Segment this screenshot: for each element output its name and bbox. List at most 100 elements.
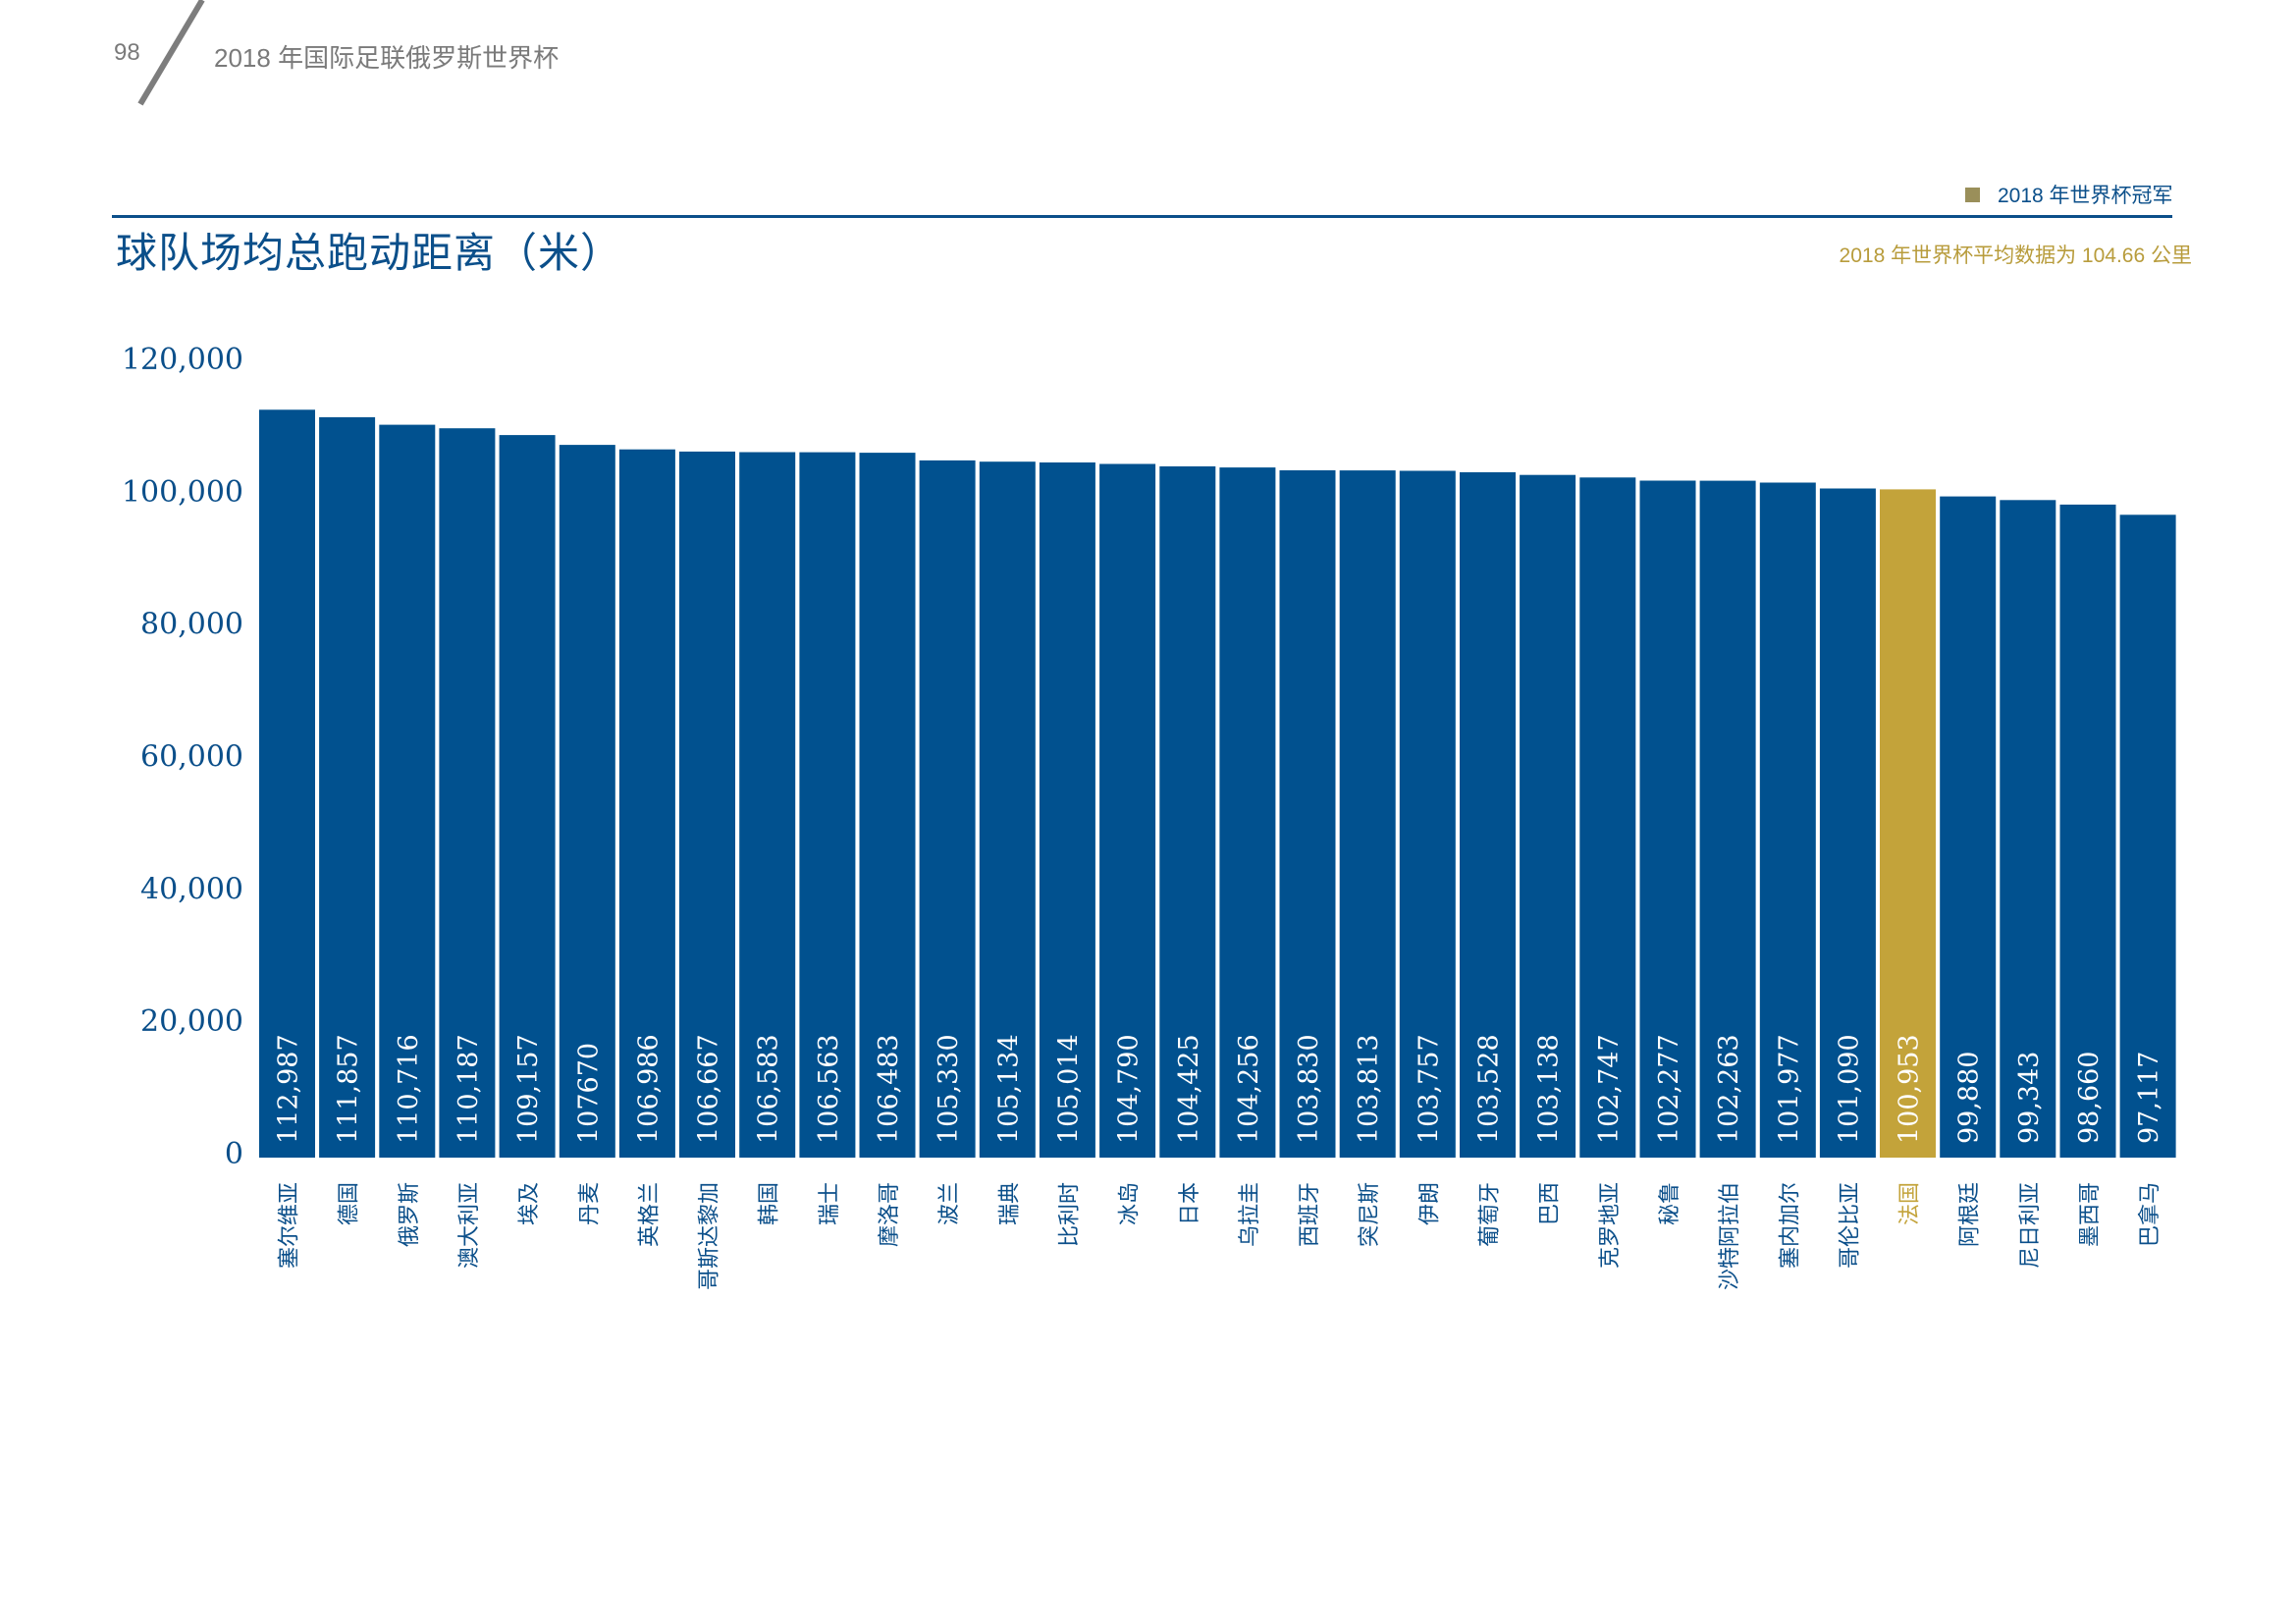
y-tick-label: 120,000	[122, 343, 243, 377]
bar-value-label: 102,263	[1714, 1034, 1744, 1144]
bar-value-label: 106,667	[694, 1034, 724, 1144]
bar-value-label: 107670	[573, 1043, 604, 1144]
average-note: 2018 年世界杯平均数据为 104.66 公里	[1839, 244, 2192, 267]
bar	[1579, 477, 1636, 1158]
x-category-label: 俄罗斯	[398, 1182, 422, 1247]
title-divider	[112, 215, 2172, 218]
bar-value-label: 105,014	[1053, 1034, 1084, 1144]
x-category-label: 巴拿马	[2137, 1182, 2163, 1247]
bar-value-label: 101,977	[1774, 1034, 1804, 1144]
legend: 2018 年世界杯冠军	[1965, 181, 2173, 208]
bar	[319, 416, 376, 1158]
bar	[1159, 466, 1216, 1158]
bar-value-label: 106,583	[754, 1034, 784, 1144]
x-category-label: 乌拉圭	[1238, 1182, 1262, 1247]
bar-value-label: 97,117	[2134, 1052, 2164, 1144]
bar-value-label: 102,277	[1654, 1034, 1684, 1144]
bar	[1759, 482, 1816, 1158]
bar	[2119, 514, 2176, 1158]
x-category-label: 塞尔维亚	[278, 1182, 302, 1269]
x-category-label: 摩洛哥	[878, 1182, 902, 1247]
x-category-label: 突尼斯	[1358, 1182, 1382, 1247]
x-category-label: 冰岛	[1118, 1182, 1143, 1225]
bar-value-label: 103,813	[1354, 1034, 1384, 1144]
bar-value-label: 103,138	[1534, 1034, 1565, 1144]
x-category-label: 葡萄牙	[1478, 1182, 1503, 1247]
y-tick-label: 20,000	[140, 1004, 243, 1039]
bar-value-label: 105,134	[993, 1034, 1024, 1144]
x-category-label: 德国	[338, 1182, 362, 1225]
bar	[979, 461, 1036, 1158]
legend-label: 2018 年世界杯冠军	[1998, 185, 2173, 207]
x-category-label: 阿根廷	[1958, 1182, 1983, 1247]
bar	[1819, 488, 1876, 1158]
bar	[1520, 474, 1576, 1158]
bar	[2000, 500, 2056, 1158]
bar-value-label: 99,343	[2014, 1052, 2045, 1144]
bar-value-label: 111,857	[334, 1034, 364, 1144]
x-category-label: 澳大利亚	[457, 1182, 482, 1269]
bar-value-label: 110,716	[394, 1034, 424, 1144]
x-category-label: 伊朗	[1417, 1182, 1442, 1225]
y-axis: 0 20,000 40,000 60,000 80,000 100,000 120,000	[122, 343, 243, 1171]
bar-value-label: 110,187	[454, 1034, 484, 1144]
bar	[799, 452, 856, 1159]
running-head: 2018 年国际足联俄罗斯世界杯	[214, 43, 560, 73]
bar	[1099, 463, 1156, 1158]
x-category-label: 韩国	[758, 1182, 782, 1225]
x-category-label: 克罗地亚	[1598, 1182, 1623, 1269]
bar	[1039, 462, 1095, 1158]
x-category-label: 英格兰	[637, 1182, 662, 1247]
x-category-label: 埃及	[517, 1182, 542, 1225]
x-category-label: 墨西哥	[2078, 1182, 2103, 1247]
bar	[499, 435, 556, 1159]
header-slash-divider	[137, 0, 205, 106]
bar-value-label: 104,256	[1234, 1034, 1264, 1144]
bar	[439, 428, 496, 1158]
x-category-label: 哥伦比亚	[1838, 1182, 1862, 1269]
x-category-label: 沙特阿拉伯	[1718, 1182, 1742, 1290]
x-category-label: 波兰	[937, 1182, 962, 1225]
bar-value-label: 104,425	[1174, 1034, 1204, 1144]
bar	[259, 409, 315, 1158]
bar	[1699, 480, 1756, 1159]
bar	[739, 452, 796, 1158]
bar	[1339, 470, 1396, 1159]
x-axis: 塞尔维亚 德国 俄罗斯 澳大利亚 埃及 丹麦 英格兰 哥斯达黎加 韩国 瑞士 摩洛哥 波兰 瑞典 比利时 冰…	[278, 1182, 2163, 1290]
x-category-label: 法国	[1898, 1182, 1923, 1225]
bars	[259, 409, 2176, 1159]
bar-value-label: 102,747	[1594, 1034, 1625, 1144]
bar	[2059, 504, 2116, 1158]
x-category-label: 瑞士	[818, 1182, 842, 1225]
y-tick-label: 40,000	[140, 872, 243, 906]
page-number: 98	[114, 39, 140, 66]
bar-highlight	[1880, 489, 1936, 1158]
x-category-label: 尼日利亚	[2018, 1182, 2043, 1269]
bar	[1399, 470, 1456, 1158]
x-category-label: 西班牙	[1298, 1182, 1322, 1247]
bar	[1219, 467, 1276, 1159]
bar	[618, 449, 675, 1158]
bar	[679, 451, 735, 1158]
y-tick-label: 0	[225, 1137, 243, 1171]
bar-value-label: 112,987	[274, 1034, 304, 1144]
x-category-label: 丹麦	[577, 1182, 602, 1225]
x-category-label: 塞内加尔	[1778, 1182, 1802, 1269]
x-category-label: 日本	[1178, 1182, 1202, 1225]
bar	[1639, 480, 1696, 1158]
x-category-label: 秘鲁	[1658, 1182, 1682, 1225]
bar-value-label: 104,790	[1114, 1034, 1145, 1144]
x-category-label: 哥斯达黎加	[698, 1182, 722, 1290]
bar-value-label: 109,157	[513, 1034, 544, 1144]
bar-value-labels: 112,987 111,857 110,716 110,187 109,157 10767…	[274, 1034, 2165, 1144]
bar	[1460, 472, 1516, 1158]
bar-value-label: 103,757	[1414, 1034, 1444, 1144]
bar	[1940, 496, 1997, 1159]
bar-value-label: 106,483	[874, 1034, 904, 1144]
y-tick-label: 100,000	[122, 475, 243, 510]
bar	[379, 424, 436, 1159]
bar-value-label: 103,528	[1474, 1034, 1505, 1144]
x-category-label: 巴西	[1538, 1182, 1563, 1225]
bar	[1279, 470, 1336, 1158]
legend-swatch-champion	[1965, 187, 1980, 202]
